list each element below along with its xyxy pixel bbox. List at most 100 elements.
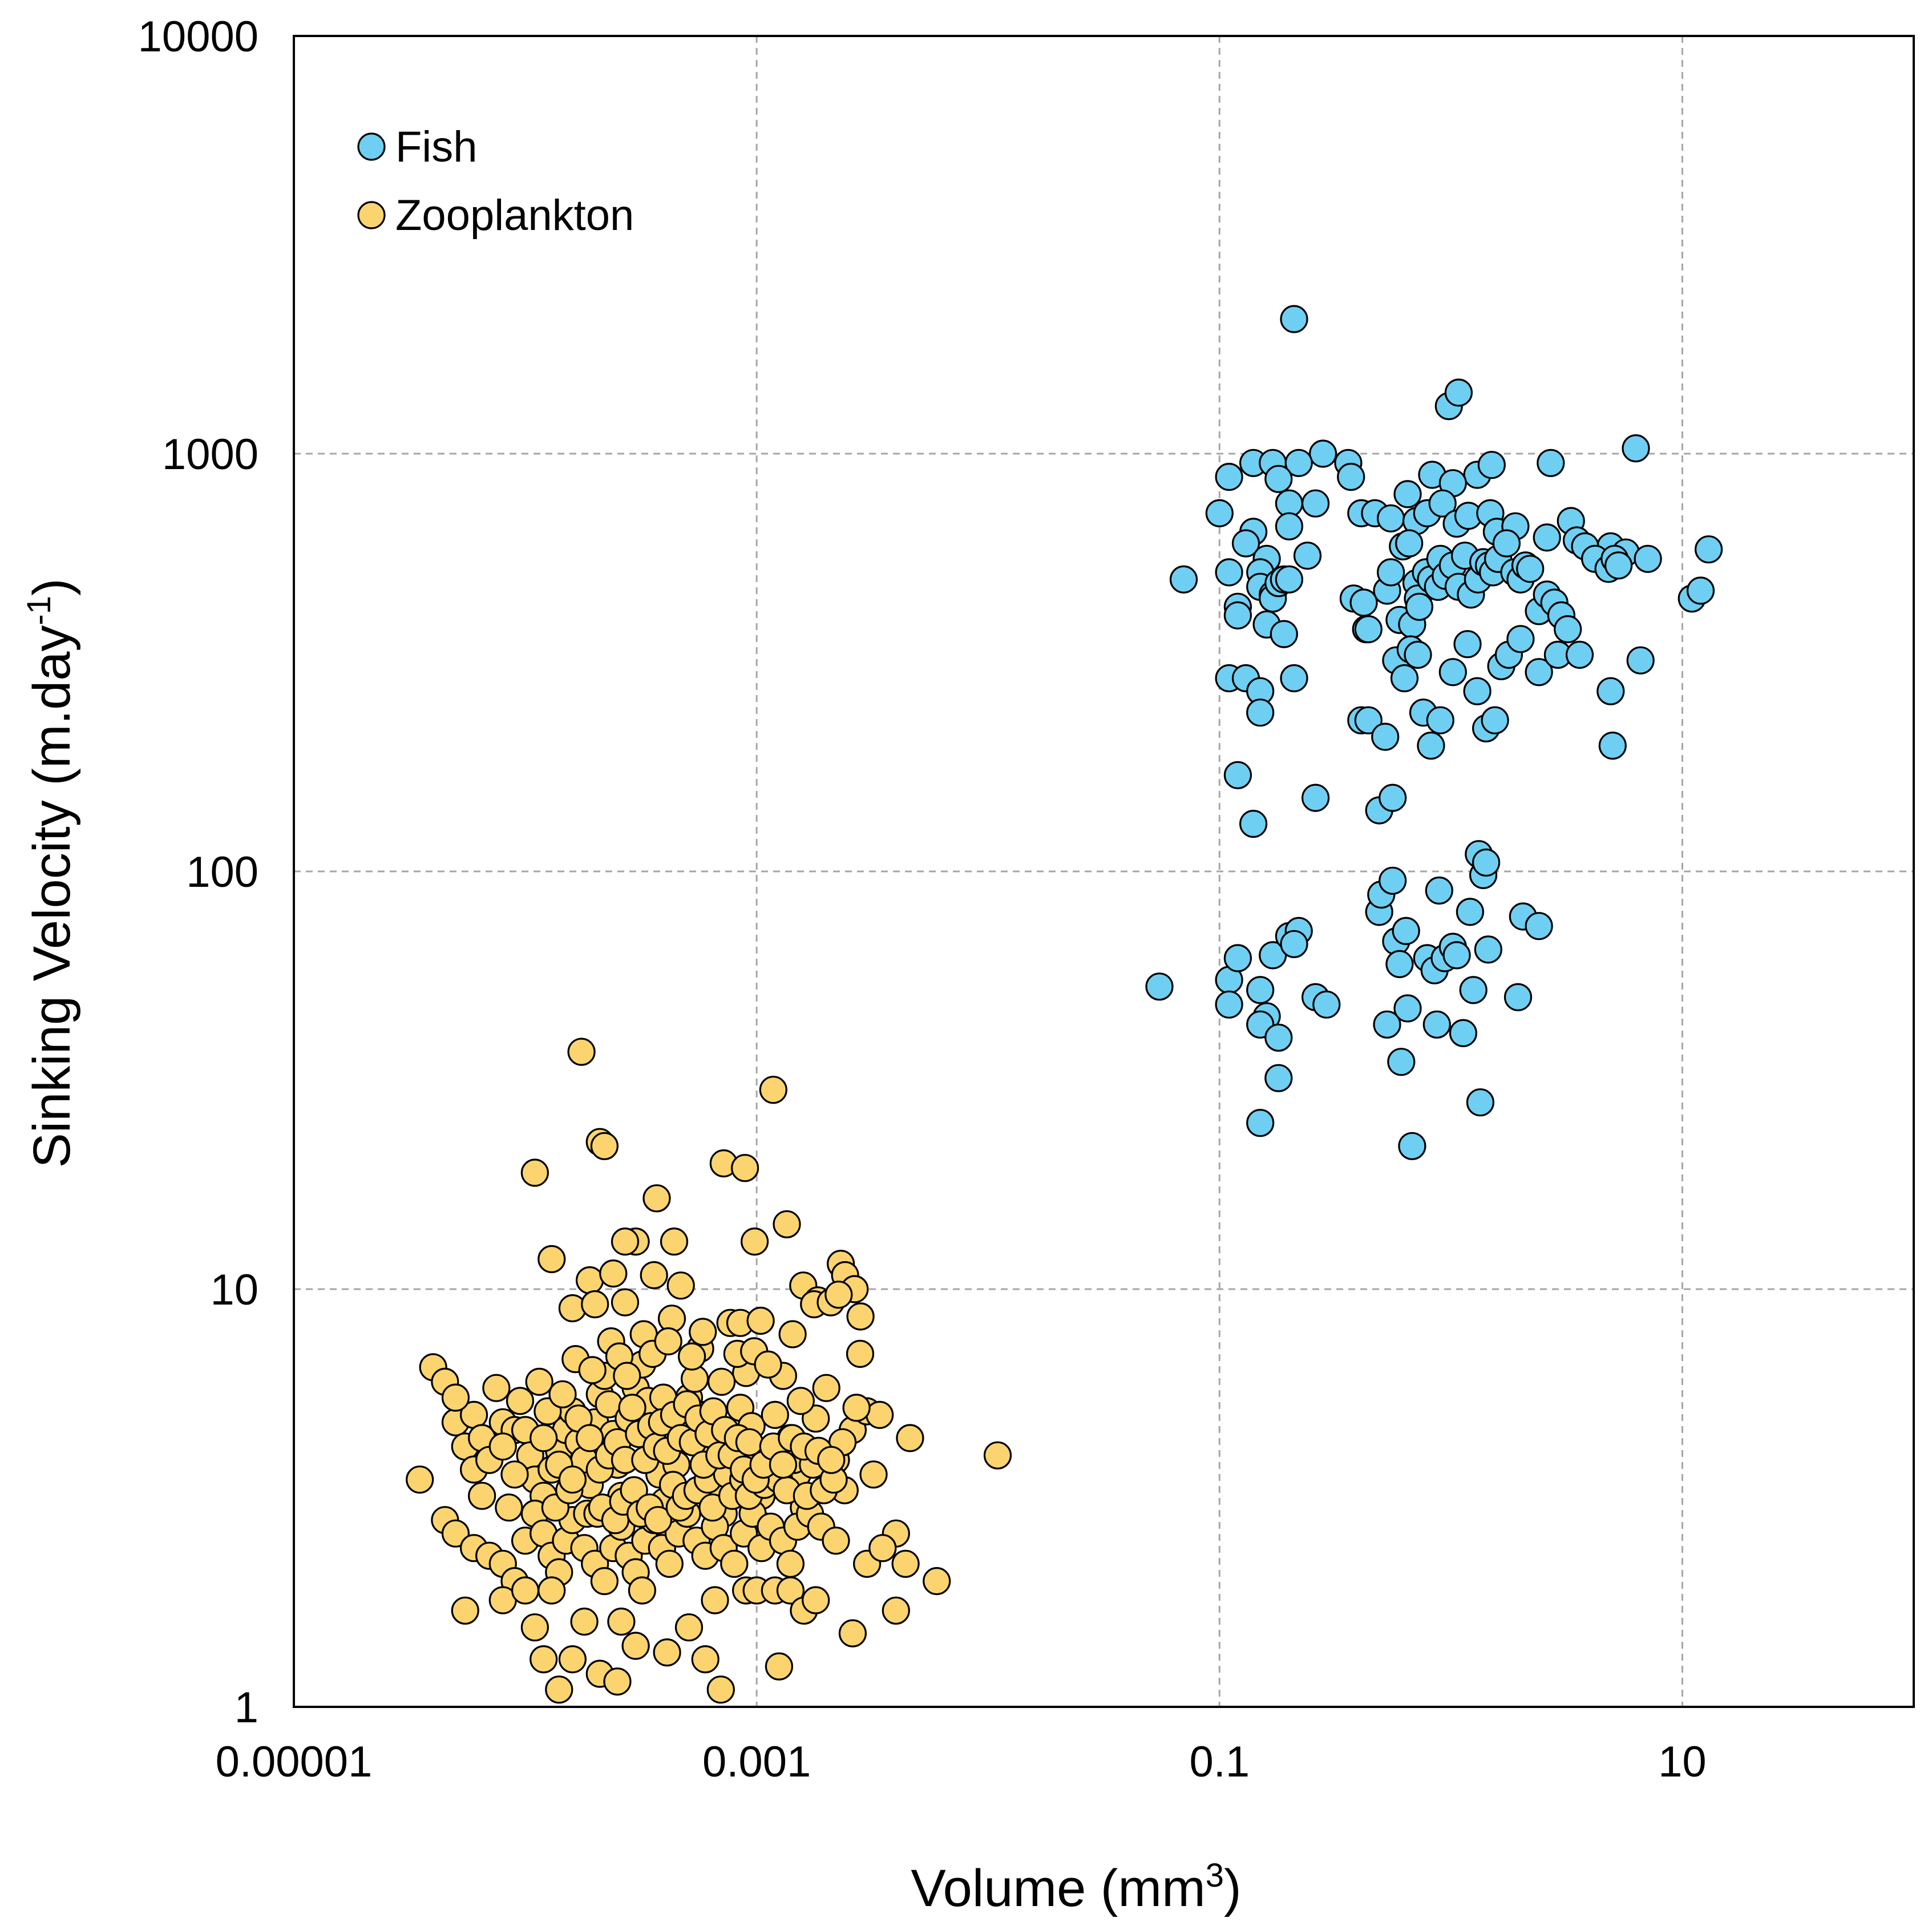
x-tick-label: 0.00001	[216, 1738, 373, 1786]
data-point-zooplankton	[500, 1460, 529, 1489]
data-point-fish	[1393, 994, 1422, 1023]
data-point-fish	[1604, 551, 1633, 580]
data-point-fish	[1598, 731, 1627, 760]
data-point-zooplankton	[838, 1619, 867, 1648]
data-point-zooplankton	[590, 1132, 619, 1160]
data-point-zooplankton	[761, 1400, 789, 1429]
data-point-fish	[1525, 658, 1553, 687]
data-point-zooplankton	[655, 1549, 684, 1578]
data-point-zooplankton	[482, 1374, 511, 1402]
y-axis-title: Sinking Velocity (m.day-1)	[21, 578, 81, 1168]
data-point-zooplankton	[628, 1576, 657, 1605]
data-point-fish	[1337, 462, 1365, 491]
data-point-zooplankton	[520, 1158, 549, 1187]
data-point-zooplankton	[859, 1460, 888, 1489]
data-point-fish	[1516, 555, 1545, 583]
data-point-zooplankton	[773, 1210, 801, 1238]
data-points	[406, 305, 1723, 1704]
x-axis-title: Volume (mm3)	[911, 1857, 1241, 1917]
data-point-fish	[1466, 1088, 1494, 1117]
data-point-zooplankton	[754, 1350, 782, 1379]
data-point-zooplankton	[706, 1675, 735, 1704]
data-point-fish	[1302, 489, 1330, 518]
data-point-zooplankton	[548, 1380, 577, 1408]
data-point-fish	[1390, 664, 1419, 693]
data-point-zooplankton	[923, 1567, 951, 1596]
data-point-fish	[1246, 698, 1275, 727]
data-point-fish	[1477, 451, 1506, 479]
data-point-fish	[1284, 449, 1313, 477]
data-point-zooplankton	[735, 1428, 764, 1456]
data-point-zooplankton	[441, 1383, 470, 1412]
data-point-zooplankton	[468, 1481, 496, 1510]
data-point-fish	[1377, 504, 1405, 533]
data-point-zooplankton	[578, 1356, 607, 1384]
data-point-zooplankton	[558, 1645, 587, 1674]
data-point-zooplankton	[558, 1465, 587, 1494]
data-point-fish	[1472, 848, 1501, 877]
data-point-fish	[1377, 558, 1405, 587]
data-point-zooplankton	[740, 1228, 769, 1256]
data-point-fish	[1379, 784, 1407, 812]
tick-labels: 0.00001 0.001 0.1 10 1 10 100 1000 10000	[138, 13, 1707, 1786]
y-tick-label: 10	[210, 1266, 258, 1314]
data-point-zooplankton	[618, 1394, 646, 1422]
data-point-fish	[1264, 465, 1293, 493]
data-point-fish	[1393, 480, 1422, 508]
x-tick-label: 10	[1658, 1738, 1707, 1786]
data-point-zooplankton	[817, 1446, 846, 1474]
data-point-fish	[1622, 434, 1650, 463]
data-point-fish	[1275, 565, 1303, 594]
data-point-fish	[1293, 542, 1322, 570]
data-point-zooplankton	[570, 1608, 599, 1636]
data-point-fish	[1503, 983, 1533, 1012]
data-point-fish	[1280, 305, 1308, 333]
data-point-fish	[1215, 990, 1243, 1019]
data-point-zooplankton	[590, 1567, 619, 1596]
data-point-fish	[1223, 601, 1252, 630]
data-point-zooplankton	[545, 1675, 573, 1704]
y-tick-label: 10000	[138, 13, 258, 61]
y-tick-label: 100	[186, 848, 258, 897]
data-point-fish	[1425, 876, 1453, 905]
data-point-zooplankton	[842, 1394, 871, 1422]
data-point-zooplankton	[530, 1645, 558, 1674]
data-point-zooplankton	[846, 1339, 875, 1368]
data-point-fish	[1239, 809, 1268, 838]
data-point-zooplankton	[613, 1362, 641, 1390]
data-point-fish	[1426, 706, 1454, 734]
data-point-fish	[1537, 449, 1565, 477]
data-point-zooplankton	[776, 1576, 805, 1605]
data-point-zooplankton	[653, 1638, 681, 1667]
data-point-zooplankton	[488, 1432, 517, 1461]
data-point-fish	[1373, 1010, 1401, 1039]
data-point-fish	[1280, 664, 1308, 693]
data-point-fish	[1349, 588, 1378, 617]
data-point-zooplankton	[701, 1586, 729, 1614]
data-point-zooplankton	[537, 1245, 566, 1273]
data-point-fish	[1395, 529, 1424, 558]
data-point-fish	[1456, 898, 1484, 926]
data-point-fish	[1392, 916, 1420, 946]
data-point-fish	[1596, 677, 1625, 705]
data-point-fish	[1405, 592, 1433, 621]
data-point-zooplankton	[730, 1154, 759, 1182]
data-point-fish	[1215, 558, 1243, 587]
legend-label-zooplankton: Zooplankton	[395, 191, 634, 240]
data-point-fish	[1428, 489, 1457, 518]
data-point-zooplankton	[642, 1184, 671, 1213]
data-point-fish	[1463, 677, 1492, 705]
data-point-zooplankton	[776, 1549, 805, 1578]
data-point-fish	[1223, 761, 1252, 789]
x-tick-label: 0.001	[702, 1738, 811, 1786]
data-point-fish	[1354, 615, 1383, 644]
data-point-zooplankton	[530, 1424, 558, 1452]
data-point-fish	[1246, 976, 1275, 1004]
data-point-fish	[1354, 706, 1383, 734]
data-point-zooplankton	[765, 1652, 794, 1681]
data-point-zooplankton	[621, 1632, 650, 1660]
data-point-fish	[1449, 1019, 1477, 1048]
data-point-zooplankton	[674, 1613, 704, 1642]
data-point-fish	[1695, 535, 1723, 564]
